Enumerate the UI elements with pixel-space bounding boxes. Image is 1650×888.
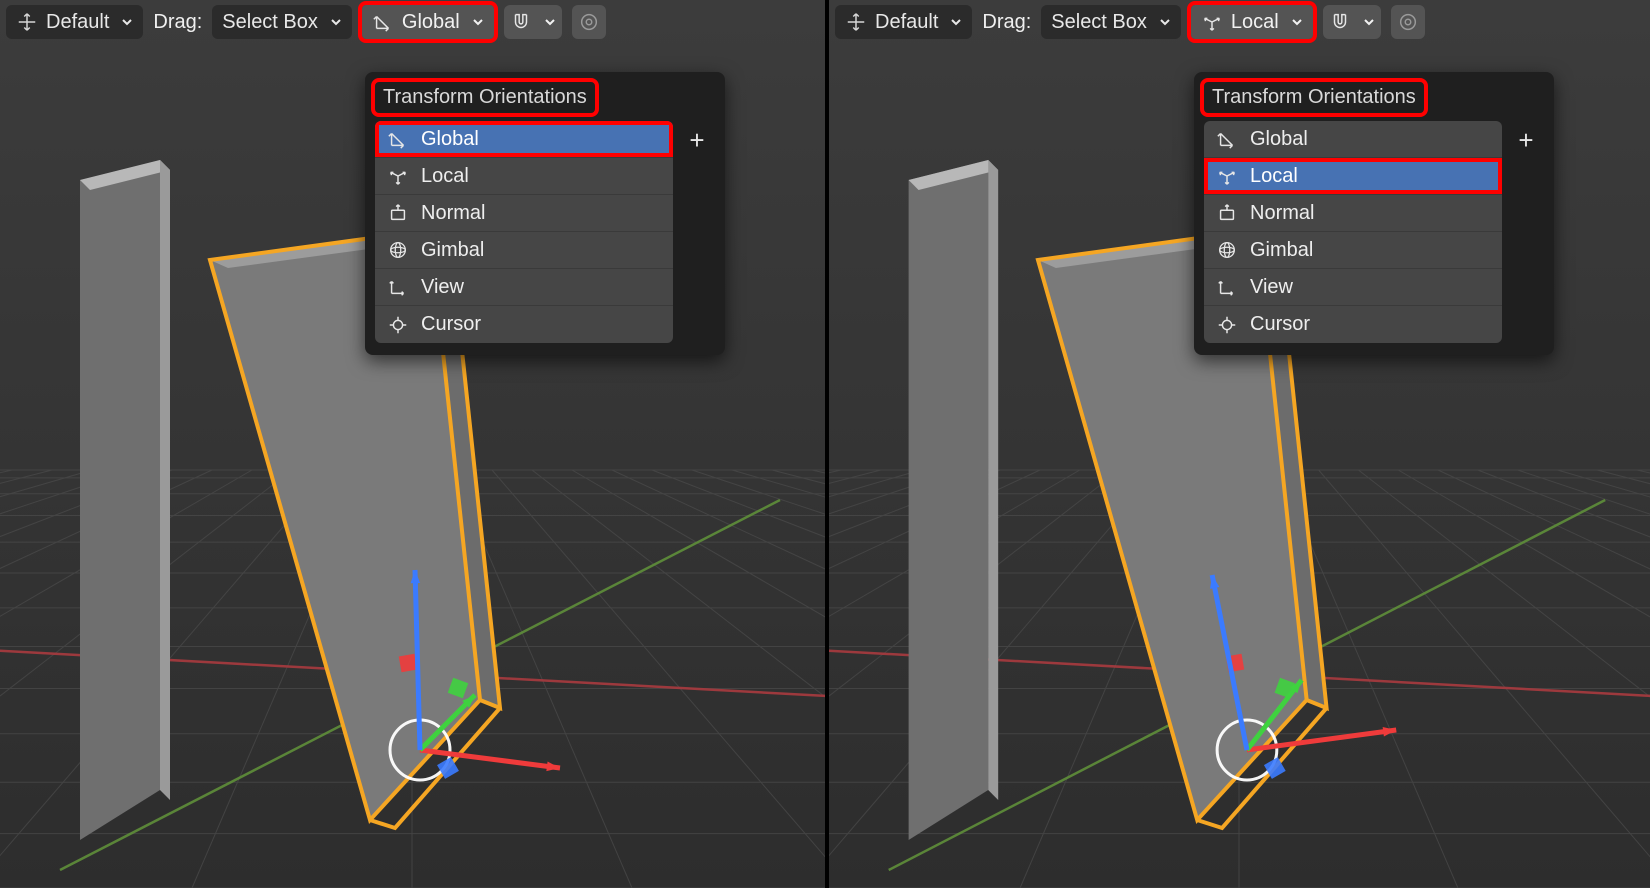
transform-pivot-dropdown[interactable]: Default [6, 5, 143, 39]
orientation-value: Global [402, 11, 460, 34]
magnet-icon [510, 11, 532, 33]
orientation-option-gimbal[interactable]: Gimbal [1204, 232, 1502, 269]
view-icon [387, 276, 409, 298]
chevron-down-icon [330, 11, 342, 34]
drag-mode-value: Select Box [1051, 11, 1147, 34]
plus-icon: + [689, 125, 704, 156]
header-left: Default Drag: Select Box Global [0, 0, 825, 44]
snap-dropdown[interactable] [1323, 5, 1381, 39]
right-pane: Default Drag: Select Box Local Transform… [825, 0, 1650, 888]
orientation-option-label: Local [421, 165, 469, 188]
add-orientation-button[interactable]: + [1508, 121, 1544, 343]
popup-title: Transform Orientations [1204, 82, 1424, 113]
transform-orientations-popup-left: Transform Orientations Global Local Normal… [365, 72, 725, 355]
drag-label: Drag: [982, 11, 1031, 34]
normal-icon [387, 202, 409, 224]
local-icon [1201, 11, 1223, 33]
orientation-option-local[interactable]: Local [375, 158, 673, 195]
orientation-option-label: View [1250, 276, 1293, 299]
orientation-option-label: Gimbal [421, 239, 484, 262]
magnet-icon [1329, 11, 1351, 33]
orientation-option-label: Global [421, 128, 479, 151]
popup-title: Transform Orientations [375, 82, 595, 113]
transform-orientations-popup-right: Transform Orientations Global Local Normal… [1194, 72, 1554, 355]
orientation-option-label: View [421, 276, 464, 299]
orientation-dropdown[interactable]: Global [362, 5, 494, 39]
orientation-value: Local [1231, 11, 1279, 34]
normal-icon [1216, 202, 1238, 224]
view-icon [1216, 276, 1238, 298]
drag-label: Drag: [153, 11, 202, 34]
proportional-edit-button[interactable] [572, 5, 606, 39]
cursor-icon [387, 314, 409, 336]
proportional-edit-button[interactable] [1391, 5, 1425, 39]
add-orientation-button[interactable]: + [679, 121, 715, 343]
chevron-down-icon [1291, 11, 1303, 34]
chevron-down-icon [472, 11, 484, 34]
gimbal-icon [1216, 239, 1238, 261]
orientation-option-label: Local [1250, 165, 1298, 188]
drag-mode-value: Select Box [222, 11, 318, 34]
drag-mode-dropdown[interactable]: Select Box [1041, 5, 1181, 39]
global-icon [1216, 128, 1238, 150]
transform-pivot-dropdown[interactable]: Default [835, 5, 972, 39]
orientation-option-view[interactable]: View [1204, 269, 1502, 306]
move-icon [16, 11, 38, 33]
orientation-option-cursor[interactable]: Cursor [1204, 306, 1502, 343]
plus-icon: + [1518, 125, 1533, 156]
orientation-option-local[interactable]: Local [1204, 158, 1502, 195]
orientation-option-cursor[interactable]: Cursor [375, 306, 673, 343]
chevron-down-icon [950, 11, 962, 34]
chevron-down-icon [1159, 11, 1171, 34]
orientation-list: Global Local Normal Gimbal View Cursor [375, 121, 673, 343]
orientation-option-global[interactable]: Global [1204, 121, 1502, 158]
gimbal-icon [387, 239, 409, 261]
drag-mode-dropdown[interactable]: Select Box [212, 5, 352, 39]
local-icon [1216, 165, 1238, 187]
proportional-icon [1397, 11, 1419, 33]
local-icon [387, 165, 409, 187]
global-icon [372, 11, 394, 33]
move-icon [845, 11, 867, 33]
orientation-option-view[interactable]: View [375, 269, 673, 306]
cursor-icon [1216, 314, 1238, 336]
orientation-option-label: Cursor [421, 313, 481, 336]
transform-pivot-label: Default [46, 11, 109, 34]
chevron-down-icon [121, 11, 133, 34]
orientation-option-gimbal[interactable]: Gimbal [375, 232, 673, 269]
chevron-down-icon [1363, 11, 1375, 34]
transform-pivot-label: Default [875, 11, 938, 34]
orientation-dropdown[interactable]: Local [1191, 5, 1313, 39]
left-pane: Default Drag: Select Box Global Transfor… [0, 0, 825, 888]
proportional-icon [578, 11, 600, 33]
orientation-option-label: Normal [1250, 202, 1314, 225]
orientation-list: Global Local Normal Gimbal View Cursor [1204, 121, 1502, 343]
global-icon [387, 128, 409, 150]
header-right: Default Drag: Select Box Local [829, 0, 1650, 44]
orientation-option-label: Cursor [1250, 313, 1310, 336]
orientation-option-label: Global [1250, 128, 1308, 151]
orientation-option-label: Normal [421, 202, 485, 225]
orientation-option-global[interactable]: Global [375, 121, 673, 158]
orientation-option-normal[interactable]: Normal [1204, 195, 1502, 232]
chevron-down-icon [544, 11, 556, 34]
orientation-option-normal[interactable]: Normal [375, 195, 673, 232]
orientation-option-label: Gimbal [1250, 239, 1313, 262]
snap-dropdown[interactable] [504, 5, 562, 39]
